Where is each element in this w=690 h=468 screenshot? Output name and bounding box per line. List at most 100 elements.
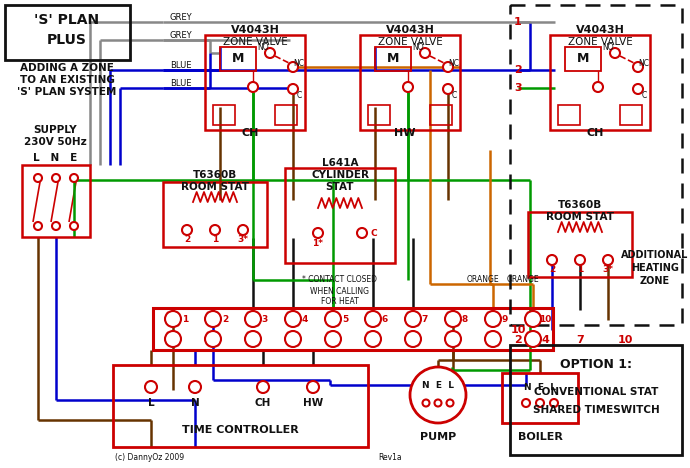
Text: 9: 9 <box>502 314 509 323</box>
Circle shape <box>34 174 42 182</box>
Circle shape <box>210 225 220 235</box>
Circle shape <box>288 84 298 94</box>
Circle shape <box>189 381 201 393</box>
Circle shape <box>165 331 181 347</box>
Bar <box>430 105 452 125</box>
Circle shape <box>550 399 558 407</box>
Text: ZONE VALVE: ZONE VALVE <box>568 37 632 47</box>
Circle shape <box>52 222 60 230</box>
Text: ROOM STAT: ROOM STAT <box>546 212 614 222</box>
Circle shape <box>325 311 341 327</box>
Text: STAT: STAT <box>326 182 354 192</box>
Circle shape <box>238 225 248 235</box>
Text: PUMP: PUMP <box>420 432 456 442</box>
Text: SUPPLY: SUPPLY <box>33 125 77 135</box>
Text: N  E  L: N E L <box>422 380 454 389</box>
Text: ZONE: ZONE <box>640 276 670 286</box>
Text: ADDITIONAL: ADDITIONAL <box>621 250 689 260</box>
Bar <box>220 47 256 71</box>
Text: GREY: GREY <box>170 31 193 41</box>
Text: FOR HEAT: FOR HEAT <box>321 298 359 307</box>
Text: TIME CONTROLLER: TIME CONTROLLER <box>181 425 298 435</box>
Circle shape <box>182 225 192 235</box>
Text: HW: HW <box>303 398 323 408</box>
Text: T6360B: T6360B <box>558 200 602 210</box>
Bar <box>375 47 411 71</box>
Circle shape <box>288 62 298 72</box>
Text: 4: 4 <box>302 314 308 323</box>
Circle shape <box>245 311 261 327</box>
Text: N: N <box>190 398 199 408</box>
Circle shape <box>205 311 221 327</box>
Text: M: M <box>387 52 400 66</box>
Circle shape <box>205 331 221 347</box>
Text: 3*: 3* <box>237 235 248 244</box>
Circle shape <box>420 48 430 58</box>
Text: (c) DannyOz 2009: (c) DannyOz 2009 <box>115 453 184 462</box>
Bar <box>502 373 578 423</box>
Text: ORANGE: ORANGE <box>466 276 500 285</box>
Text: V4043H: V4043H <box>386 25 435 35</box>
Circle shape <box>325 331 341 347</box>
Circle shape <box>593 82 603 92</box>
Circle shape <box>603 255 613 265</box>
Text: 1: 1 <box>514 17 522 27</box>
Bar <box>275 105 297 125</box>
Circle shape <box>443 62 453 72</box>
Bar <box>22 165 90 237</box>
Circle shape <box>405 331 421 347</box>
Text: T6360B: T6360B <box>193 170 237 180</box>
Circle shape <box>313 228 323 238</box>
Bar <box>153 308 553 350</box>
Text: Rev1a: Rev1a <box>378 453 402 462</box>
Text: 'S' PLAN: 'S' PLAN <box>34 13 99 27</box>
Circle shape <box>525 311 541 327</box>
Circle shape <box>265 48 275 58</box>
Bar <box>528 212 632 277</box>
Bar <box>113 365 368 447</box>
Text: L   N   E: L N E <box>33 153 77 163</box>
Circle shape <box>485 311 501 327</box>
Text: CONVENTIONAL STAT: CONVENTIONAL STAT <box>534 387 658 397</box>
Bar <box>360 35 460 130</box>
Circle shape <box>522 399 530 407</box>
Text: 230V 50Hz: 230V 50Hz <box>23 137 86 147</box>
Circle shape <box>525 331 541 347</box>
Text: 10: 10 <box>539 314 551 323</box>
Text: C: C <box>451 90 457 100</box>
Circle shape <box>405 311 421 327</box>
Text: 10: 10 <box>618 335 633 345</box>
Text: BLUE: BLUE <box>170 80 192 88</box>
Text: HEATING: HEATING <box>631 263 679 273</box>
Circle shape <box>435 400 442 407</box>
Circle shape <box>52 174 60 182</box>
Bar <box>5 5 130 60</box>
Text: M: M <box>232 52 244 66</box>
Circle shape <box>70 174 78 182</box>
Text: 2: 2 <box>184 235 190 244</box>
Text: BOILER: BOILER <box>518 432 562 442</box>
Text: 6: 6 <box>382 314 388 323</box>
Circle shape <box>365 311 381 327</box>
Circle shape <box>547 255 557 265</box>
Bar <box>558 105 580 125</box>
Text: C: C <box>642 90 647 100</box>
Text: C: C <box>371 228 377 237</box>
Bar <box>550 35 650 130</box>
Text: 1*: 1* <box>313 240 324 249</box>
Text: PLUS: PLUS <box>47 33 87 47</box>
Text: 1: 1 <box>212 235 218 244</box>
Circle shape <box>145 381 157 393</box>
Bar <box>510 345 682 455</box>
Text: 2: 2 <box>514 65 522 75</box>
Bar <box>285 168 395 263</box>
Circle shape <box>34 222 42 230</box>
Text: 2: 2 <box>514 335 522 345</box>
Circle shape <box>575 255 585 265</box>
Text: ROOM STAT: ROOM STAT <box>181 182 249 192</box>
Circle shape <box>410 367 466 423</box>
Text: ADDING A ZONE: ADDING A ZONE <box>20 63 114 73</box>
Text: ORANGE: ORANGE <box>506 276 540 285</box>
Circle shape <box>610 48 620 58</box>
Text: CH: CH <box>241 128 259 138</box>
